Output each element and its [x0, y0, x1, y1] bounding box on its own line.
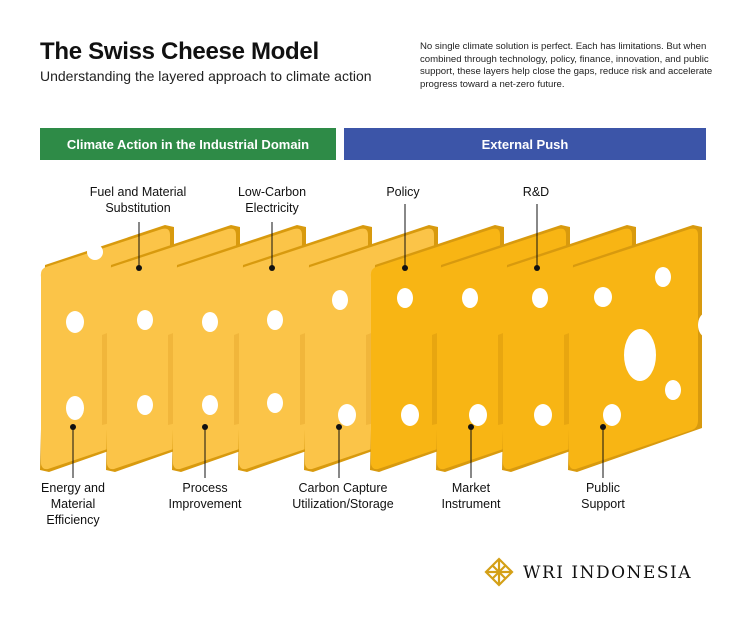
label-fuel-material-substitution: Fuel and Material Substitution: [89, 185, 187, 215]
wri-indonesia-logo-text: WRI INDONESIA: [523, 563, 692, 583]
label-ccus: Carbon Capture Utilization/Storage: [292, 481, 394, 511]
cheese-bite: [698, 313, 714, 337]
label-rnd: R&D: [522, 185, 550, 199]
label-market-instrument: Market Instrument: [441, 481, 501, 511]
connector-fuel: [136, 222, 142, 271]
label-process-improvement: Process Improvement: [168, 481, 242, 511]
external-push-band: External Push: [344, 128, 706, 160]
wri-lattice-icon: [484, 557, 514, 587]
label-energy-material-efficiency: Energy and Material Efficiency: [41, 481, 105, 527]
page-title: The Swiss Cheese Model: [40, 38, 319, 65]
connector-ccus: [336, 424, 342, 478]
label-policy: Policy: [386, 185, 420, 199]
intro-text: No single climate solution is perfect. E…: [420, 41, 713, 90]
cheese-notch: [87, 244, 103, 260]
connector-efficiency: [70, 424, 76, 478]
label-public-support: Public Support: [581, 481, 625, 511]
connector-rnd: [534, 204, 540, 271]
connector-public: [600, 424, 606, 478]
page-subtitle: Understanding the layered approach to cl…: [40, 68, 372, 84]
connector-electricity: [269, 222, 275, 271]
connector-policy: [402, 204, 408, 271]
label-low-carbon-electricity: Low-Carbon Electricity: [237, 185, 307, 215]
industrial-domain-band: Climate Action in the Industrial Domain: [40, 128, 336, 160]
connector-process: [202, 424, 208, 478]
connector-market: [468, 424, 474, 478]
cheese-slice-public: [568, 225, 702, 472]
